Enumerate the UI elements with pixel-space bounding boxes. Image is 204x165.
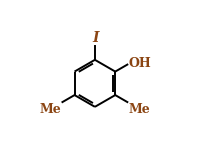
Text: Me: Me xyxy=(128,103,150,116)
Text: Me: Me xyxy=(39,103,61,116)
Text: OH: OH xyxy=(128,57,150,70)
Text: I: I xyxy=(92,31,98,45)
